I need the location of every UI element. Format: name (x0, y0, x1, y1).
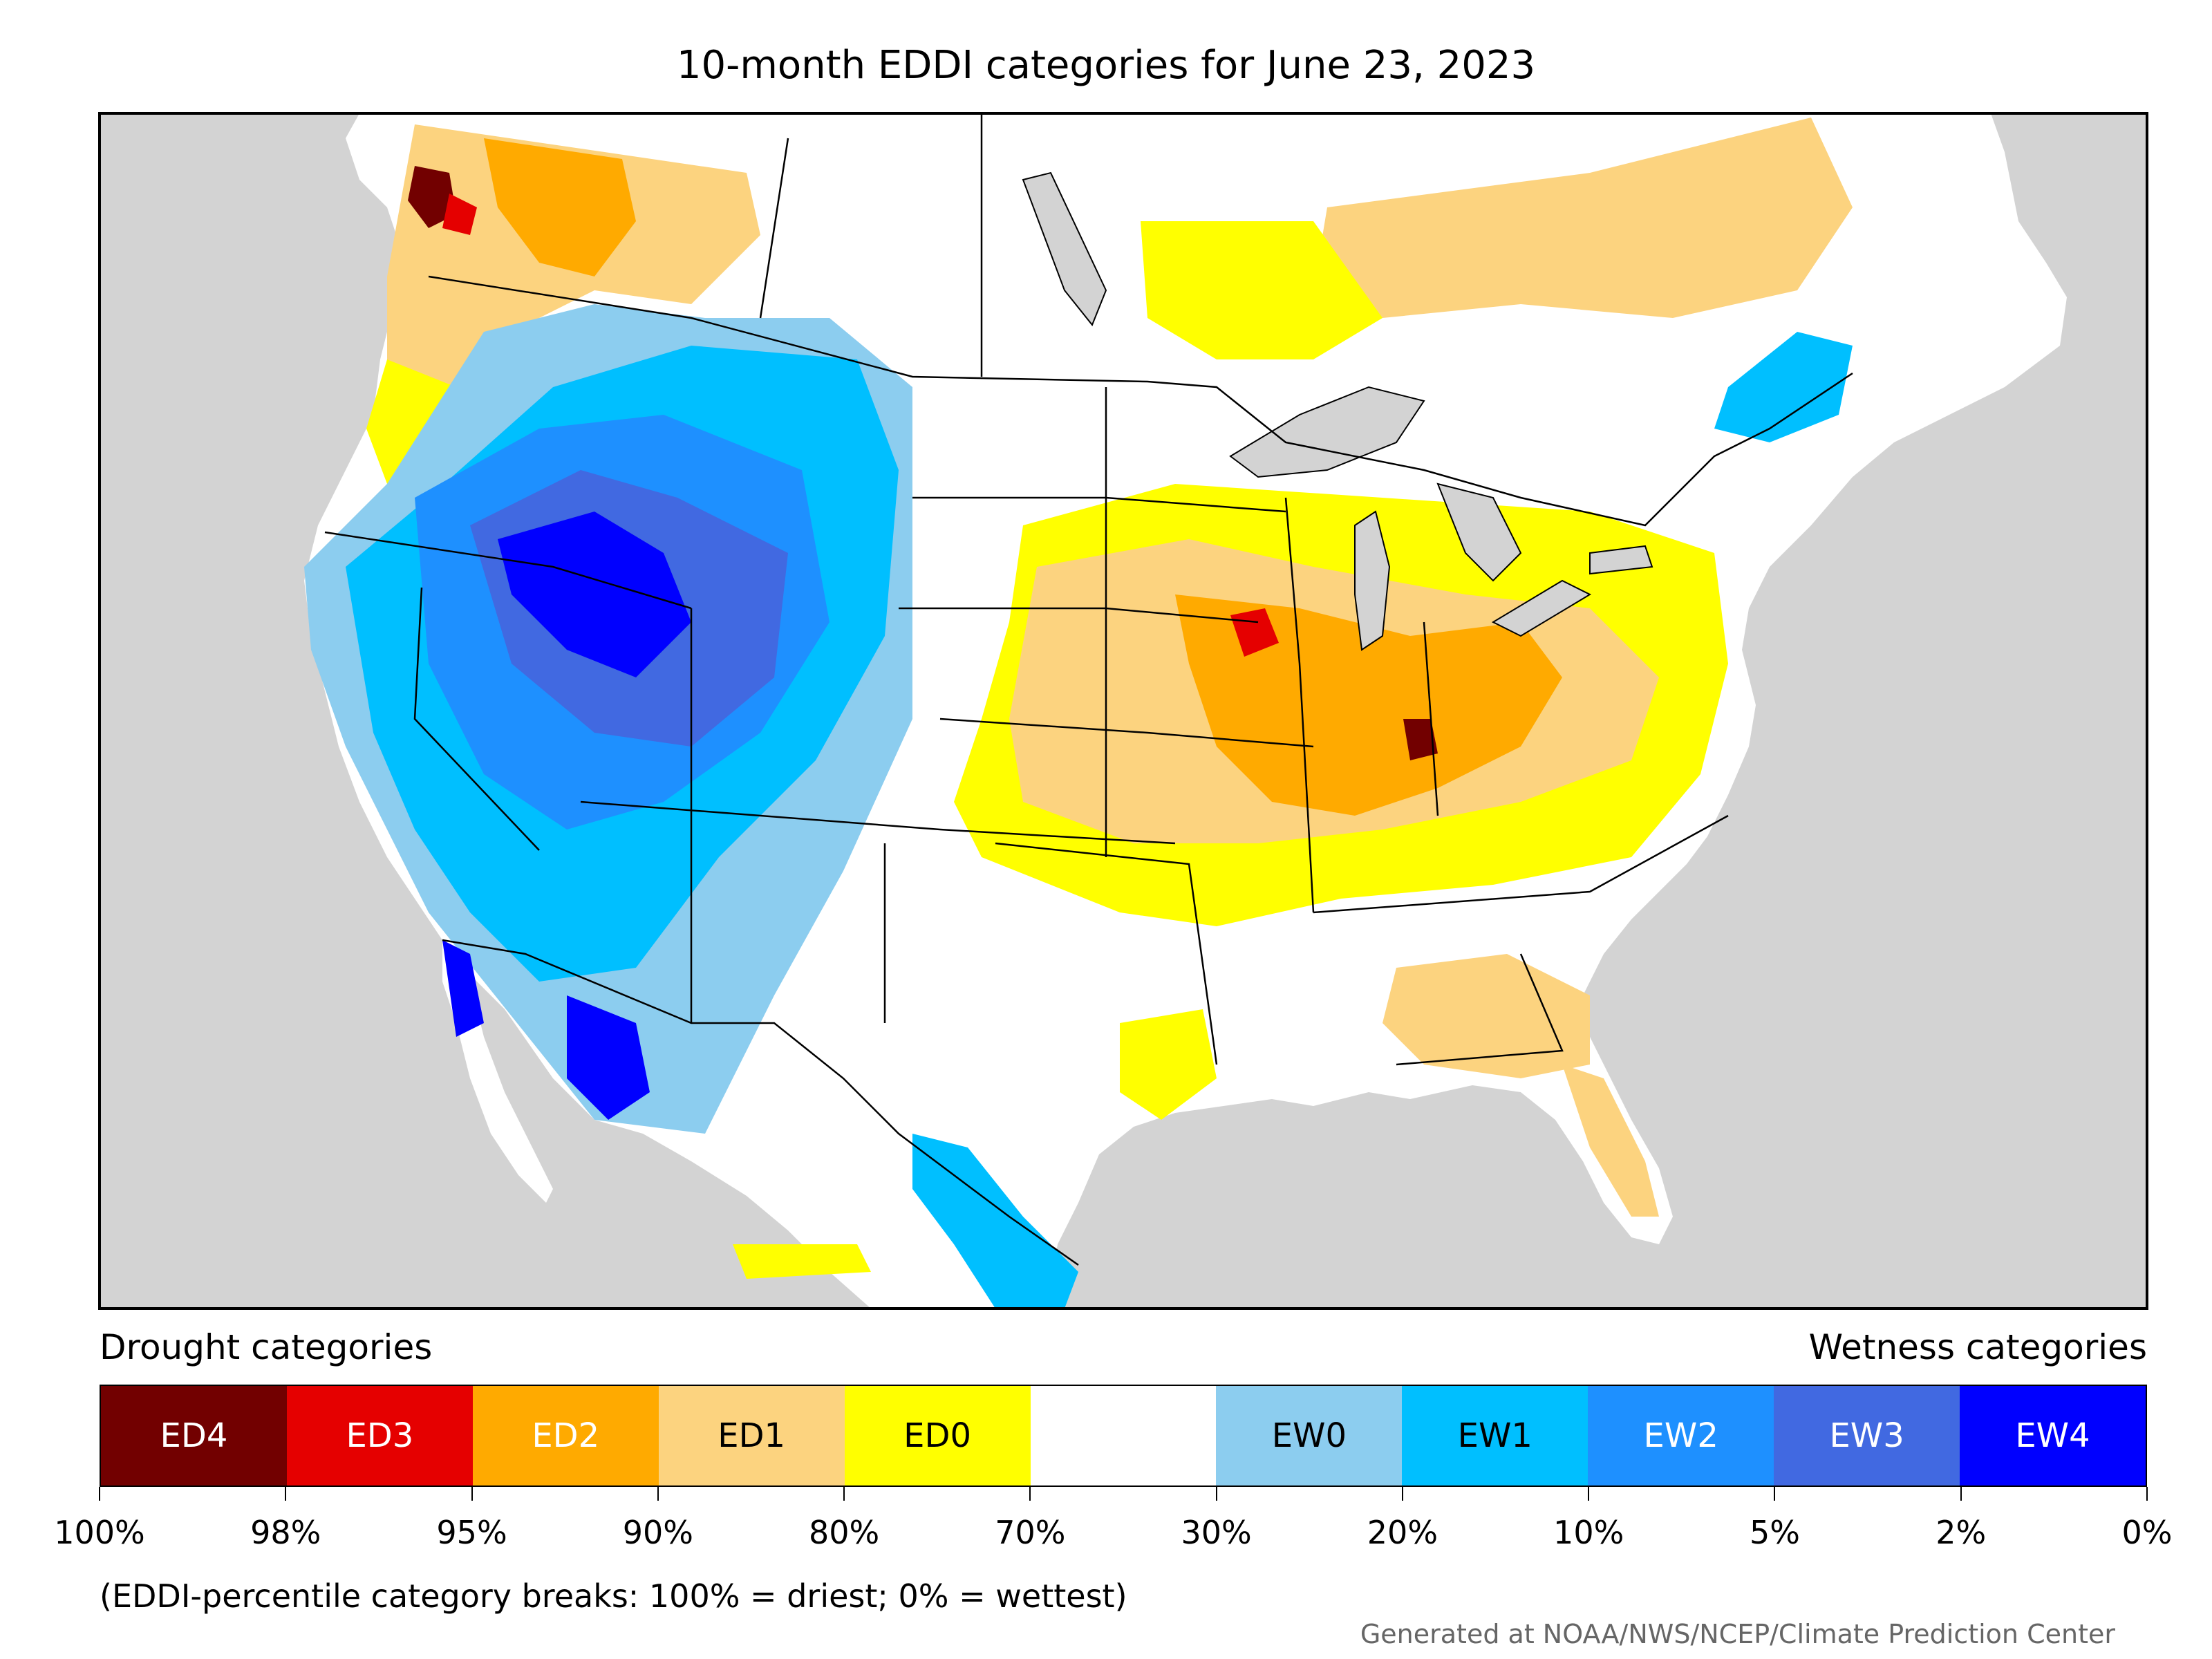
colorbar-segment: ED0 (844, 1386, 1031, 1485)
lake-huron (1436, 482, 1522, 582)
colorbar-tick (1960, 1487, 1962, 1501)
colorbar-segment: EW1 (1402, 1386, 1588, 1485)
lake-ontario (1589, 545, 1653, 575)
wetness-patches (304, 304, 1853, 1309)
state-line-11 (1423, 621, 1439, 816)
drought-patches (366, 118, 1853, 1279)
colorbar-tick (843, 1487, 845, 1501)
colorbar-tick (2146, 1487, 2148, 1501)
map-title: 10-month EDDI categories for June 23, 20… (676, 43, 1536, 88)
colorbar-tick-label: 95% (436, 1514, 507, 1551)
state-line-12 (1396, 953, 1564, 1066)
colorbar-tick-label: 10% (1553, 1514, 1624, 1551)
credit-text: Generated at NOAA/NWS/NCEP/Climate Predi… (1360, 1619, 2115, 1649)
colorbar-tick-label: 20% (1367, 1514, 1438, 1551)
colorbar-segment: ED2 (472, 1386, 659, 1485)
us-mexico-border (442, 939, 1079, 1266)
colorbar-tick-label: 0% (2121, 1514, 2173, 1551)
colorbar-tick-label: 70% (995, 1514, 1066, 1551)
state-line-7 (939, 718, 1314, 748)
map-frame (98, 112, 2148, 1310)
us-canada-border (428, 275, 1853, 527)
ew4-patch-arizona (567, 995, 650, 1120)
colorbar-tick (657, 1487, 659, 1501)
ed0-patch-texas-la (1120, 1009, 1217, 1120)
state-line-15 (759, 138, 789, 319)
ed0-patch-south-texas (733, 1244, 871, 1279)
colorbar-segment: EW4 (1960, 1386, 2146, 1485)
state-line-13 (995, 842, 1218, 1065)
colorbar-segment: ED1 (658, 1386, 845, 1485)
state-line-10 (1313, 814, 1729, 914)
colorbar-tick (99, 1487, 100, 1501)
category-colorbar: ED4 ED3 ED2 ED1 ED0 EW0 EW1 EW2 EW3 EW4 (100, 1385, 2147, 1487)
lake-superior (1229, 386, 1425, 478)
lake-erie (1491, 579, 1592, 637)
ew4-patch-idaho-utah (498, 512, 691, 677)
colorbar-segment: ED3 (286, 1386, 473, 1485)
lakes (1022, 171, 1653, 651)
category-breaks-note: (EDDI-percentile category breaks: 100% =… (100, 1577, 1127, 1615)
colorbar-tick (1029, 1487, 1031, 1501)
ew1-patch-texas-coast (912, 1134, 1078, 1309)
state-line-9 (1284, 497, 1315, 913)
colorbar-tick-label: 80% (808, 1514, 880, 1551)
colorbar-segment: EW2 (1588, 1386, 1774, 1485)
colorbar-segment (1030, 1386, 1217, 1485)
ed4-patch-vancouver (408, 166, 456, 228)
ed1-patch-florida (1562, 1065, 1659, 1217)
ed0-patch-canada-east (1141, 221, 1382, 359)
colorbar-tick (1215, 1487, 1217, 1501)
colorbar-tick-label: 98% (250, 1514, 321, 1551)
colorbar-tick-label: 90% (622, 1514, 693, 1551)
ed4-patch-indiana (1403, 719, 1438, 760)
ed2-patch-bc (484, 138, 636, 276)
state-line-1 (324, 531, 692, 610)
colorbar-segment: ED4 (101, 1386, 287, 1485)
colorbar-tick-label: 100% (54, 1514, 145, 1551)
drought-categories-heading: Drought categories (100, 1327, 433, 1367)
state-line-4 (580, 800, 1176, 845)
ew1-patch-new-england (1714, 332, 1853, 442)
ed1-patch-southeast (1382, 954, 1590, 1078)
colorbar-tick-label: 2% (1936, 1514, 1987, 1551)
ed1-patch-canada-east (1313, 118, 1853, 318)
colorbar-segment: EW0 (1216, 1386, 1403, 1485)
colorbar-tick (1774, 1487, 1776, 1501)
colorbar-tick (471, 1487, 473, 1501)
colorbar-tick (285, 1487, 287, 1501)
colorbar-tick-label: 5% (1749, 1514, 1800, 1551)
ed3-patch-bc-coast (442, 194, 477, 235)
lake-michigan (1354, 510, 1391, 651)
colorbar-tick (1588, 1487, 1590, 1501)
state-line-2 (413, 587, 540, 851)
wetness-categories-heading: Wetness categories (1808, 1327, 2147, 1367)
political-borders (324, 113, 1853, 1266)
ew4-patch-baja (442, 940, 484, 1037)
colorbar-segment: EW3 (1774, 1386, 1960, 1485)
lake-winnipeg (1022, 171, 1107, 326)
ed2-patch-illinois-ohio (1175, 594, 1562, 816)
colorbar-tick-label: 30% (1181, 1514, 1252, 1551)
colorbar-tick (1401, 1487, 1403, 1501)
